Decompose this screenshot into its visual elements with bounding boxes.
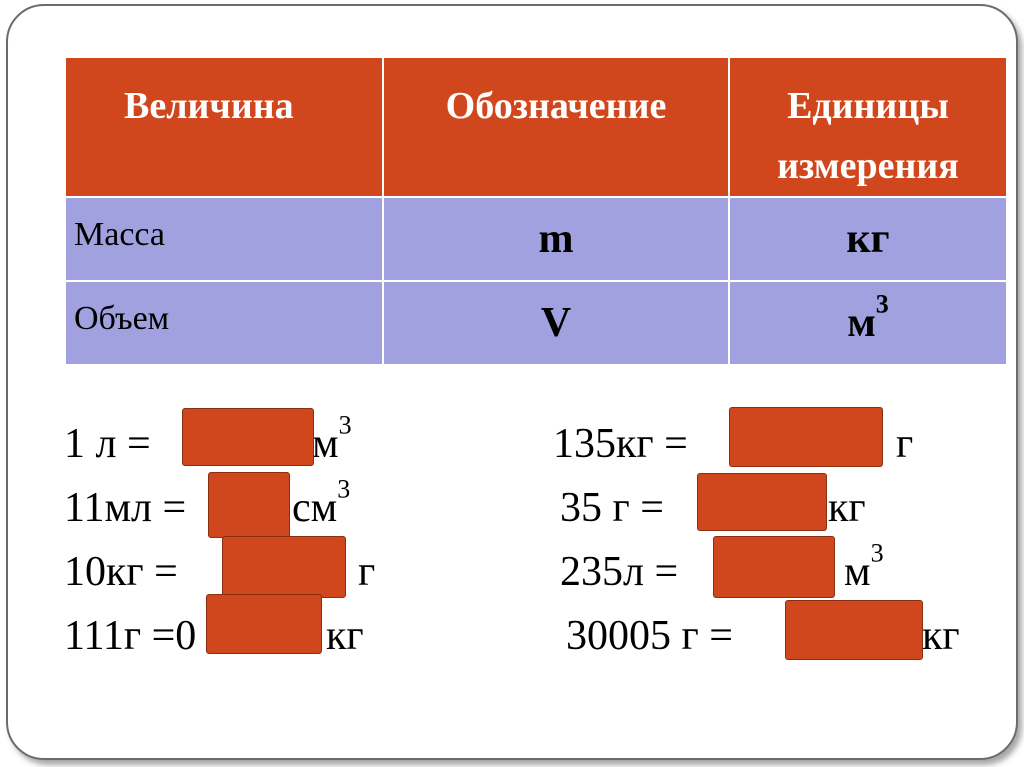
exercise-left-2-unit: см3 <box>292 476 350 533</box>
header-symbol: Обозначение <box>382 56 730 198</box>
exercise-right-2-unit: кг <box>828 483 866 533</box>
unit-text: кг <box>846 216 890 262</box>
header-units: Единицы измерения <box>728 56 1008 198</box>
exercise-right-2: 35 г = <box>560 483 664 533</box>
exercise-right-4-unit: кг <box>922 611 960 661</box>
exercise-unit: м <box>312 421 339 467</box>
exercise-right-3: 235л = <box>560 547 678 597</box>
exercise-unit: кг <box>326 613 364 659</box>
exercise-right-3-unit: м3 <box>844 540 884 597</box>
answer-cover-box[interactable] <box>697 473 827 531</box>
row-mass-unit: кг <box>728 196 1008 282</box>
table-row: Масса m кг <box>64 196 1008 282</box>
exercise-lhs: 10кг = <box>64 549 178 595</box>
answer-cover-box[interactable] <box>729 407 883 467</box>
exercise-left-4-unit: кг <box>326 611 364 661</box>
table-header-row: Величина Обозначение Единицы измерения <box>64 56 1008 198</box>
unit-exponent: 3 <box>338 410 352 440</box>
exercise-unit: г <box>896 421 914 467</box>
quantity-table: Величина Обозначение Единицы измерения М… <box>64 56 1008 366</box>
exercise-lhs: 235л = <box>560 549 679 595</box>
row-volume-name: Объем <box>64 280 384 366</box>
exercise-unit: кг <box>922 613 960 659</box>
unit-exponent: 3 <box>870 538 884 568</box>
exercise-lhs: 30005 г = <box>566 613 733 659</box>
exercise-lhs: 111г =0 <box>64 613 197 659</box>
answer-cover-box[interactable] <box>222 536 346 598</box>
answer-cover-box[interactable] <box>206 594 322 654</box>
exercise-right-1: 135кг = <box>553 419 688 469</box>
unit-text: м <box>847 300 876 346</box>
exercise-unit: кг <box>828 485 866 531</box>
unit-exponent: 3 <box>337 474 351 504</box>
slide: Величина Обозначение Единицы измерения М… <box>6 4 1018 760</box>
header-quantity: Величина <box>64 56 384 198</box>
exercise-left-1-unit: м3 <box>312 412 352 469</box>
exercise-lhs: 35 г = <box>560 485 664 531</box>
row-volume-unit: м3 <box>728 280 1008 366</box>
exercise-lhs: 11мл = <box>64 485 187 531</box>
answer-cover-box[interactable] <box>785 600 923 660</box>
answer-cover-box[interactable] <box>713 536 835 598</box>
exercise-unit: м <box>844 549 871 595</box>
exercise-left-3: 10кг = <box>64 547 178 597</box>
exercise-left-3-unit: г <box>358 547 375 597</box>
exercise-unit: см <box>292 485 338 531</box>
row-mass-symbol: m <box>382 196 730 282</box>
exercise-left-2: 11мл = <box>64 483 186 533</box>
answer-cover-box[interactable] <box>182 408 314 466</box>
exercise-unit: г <box>358 549 376 595</box>
exercise-left-4: 111г =0 <box>64 611 196 661</box>
unit-exponent: 3 <box>875 289 889 319</box>
row-mass-name: Масса <box>64 196 384 282</box>
exercise-right-4: 30005 г = <box>566 611 733 661</box>
exercise-right-1-unit: г <box>896 419 913 469</box>
row-volume-symbol: V <box>382 280 730 366</box>
table-row: Объем V м3 <box>64 280 1008 366</box>
exercise-lhs: 135кг = <box>553 421 688 467</box>
answer-cover-box[interactable] <box>208 472 290 538</box>
exercise-left-1: 1 л = <box>64 419 151 469</box>
exercise-lhs: 1 л = <box>64 421 151 467</box>
